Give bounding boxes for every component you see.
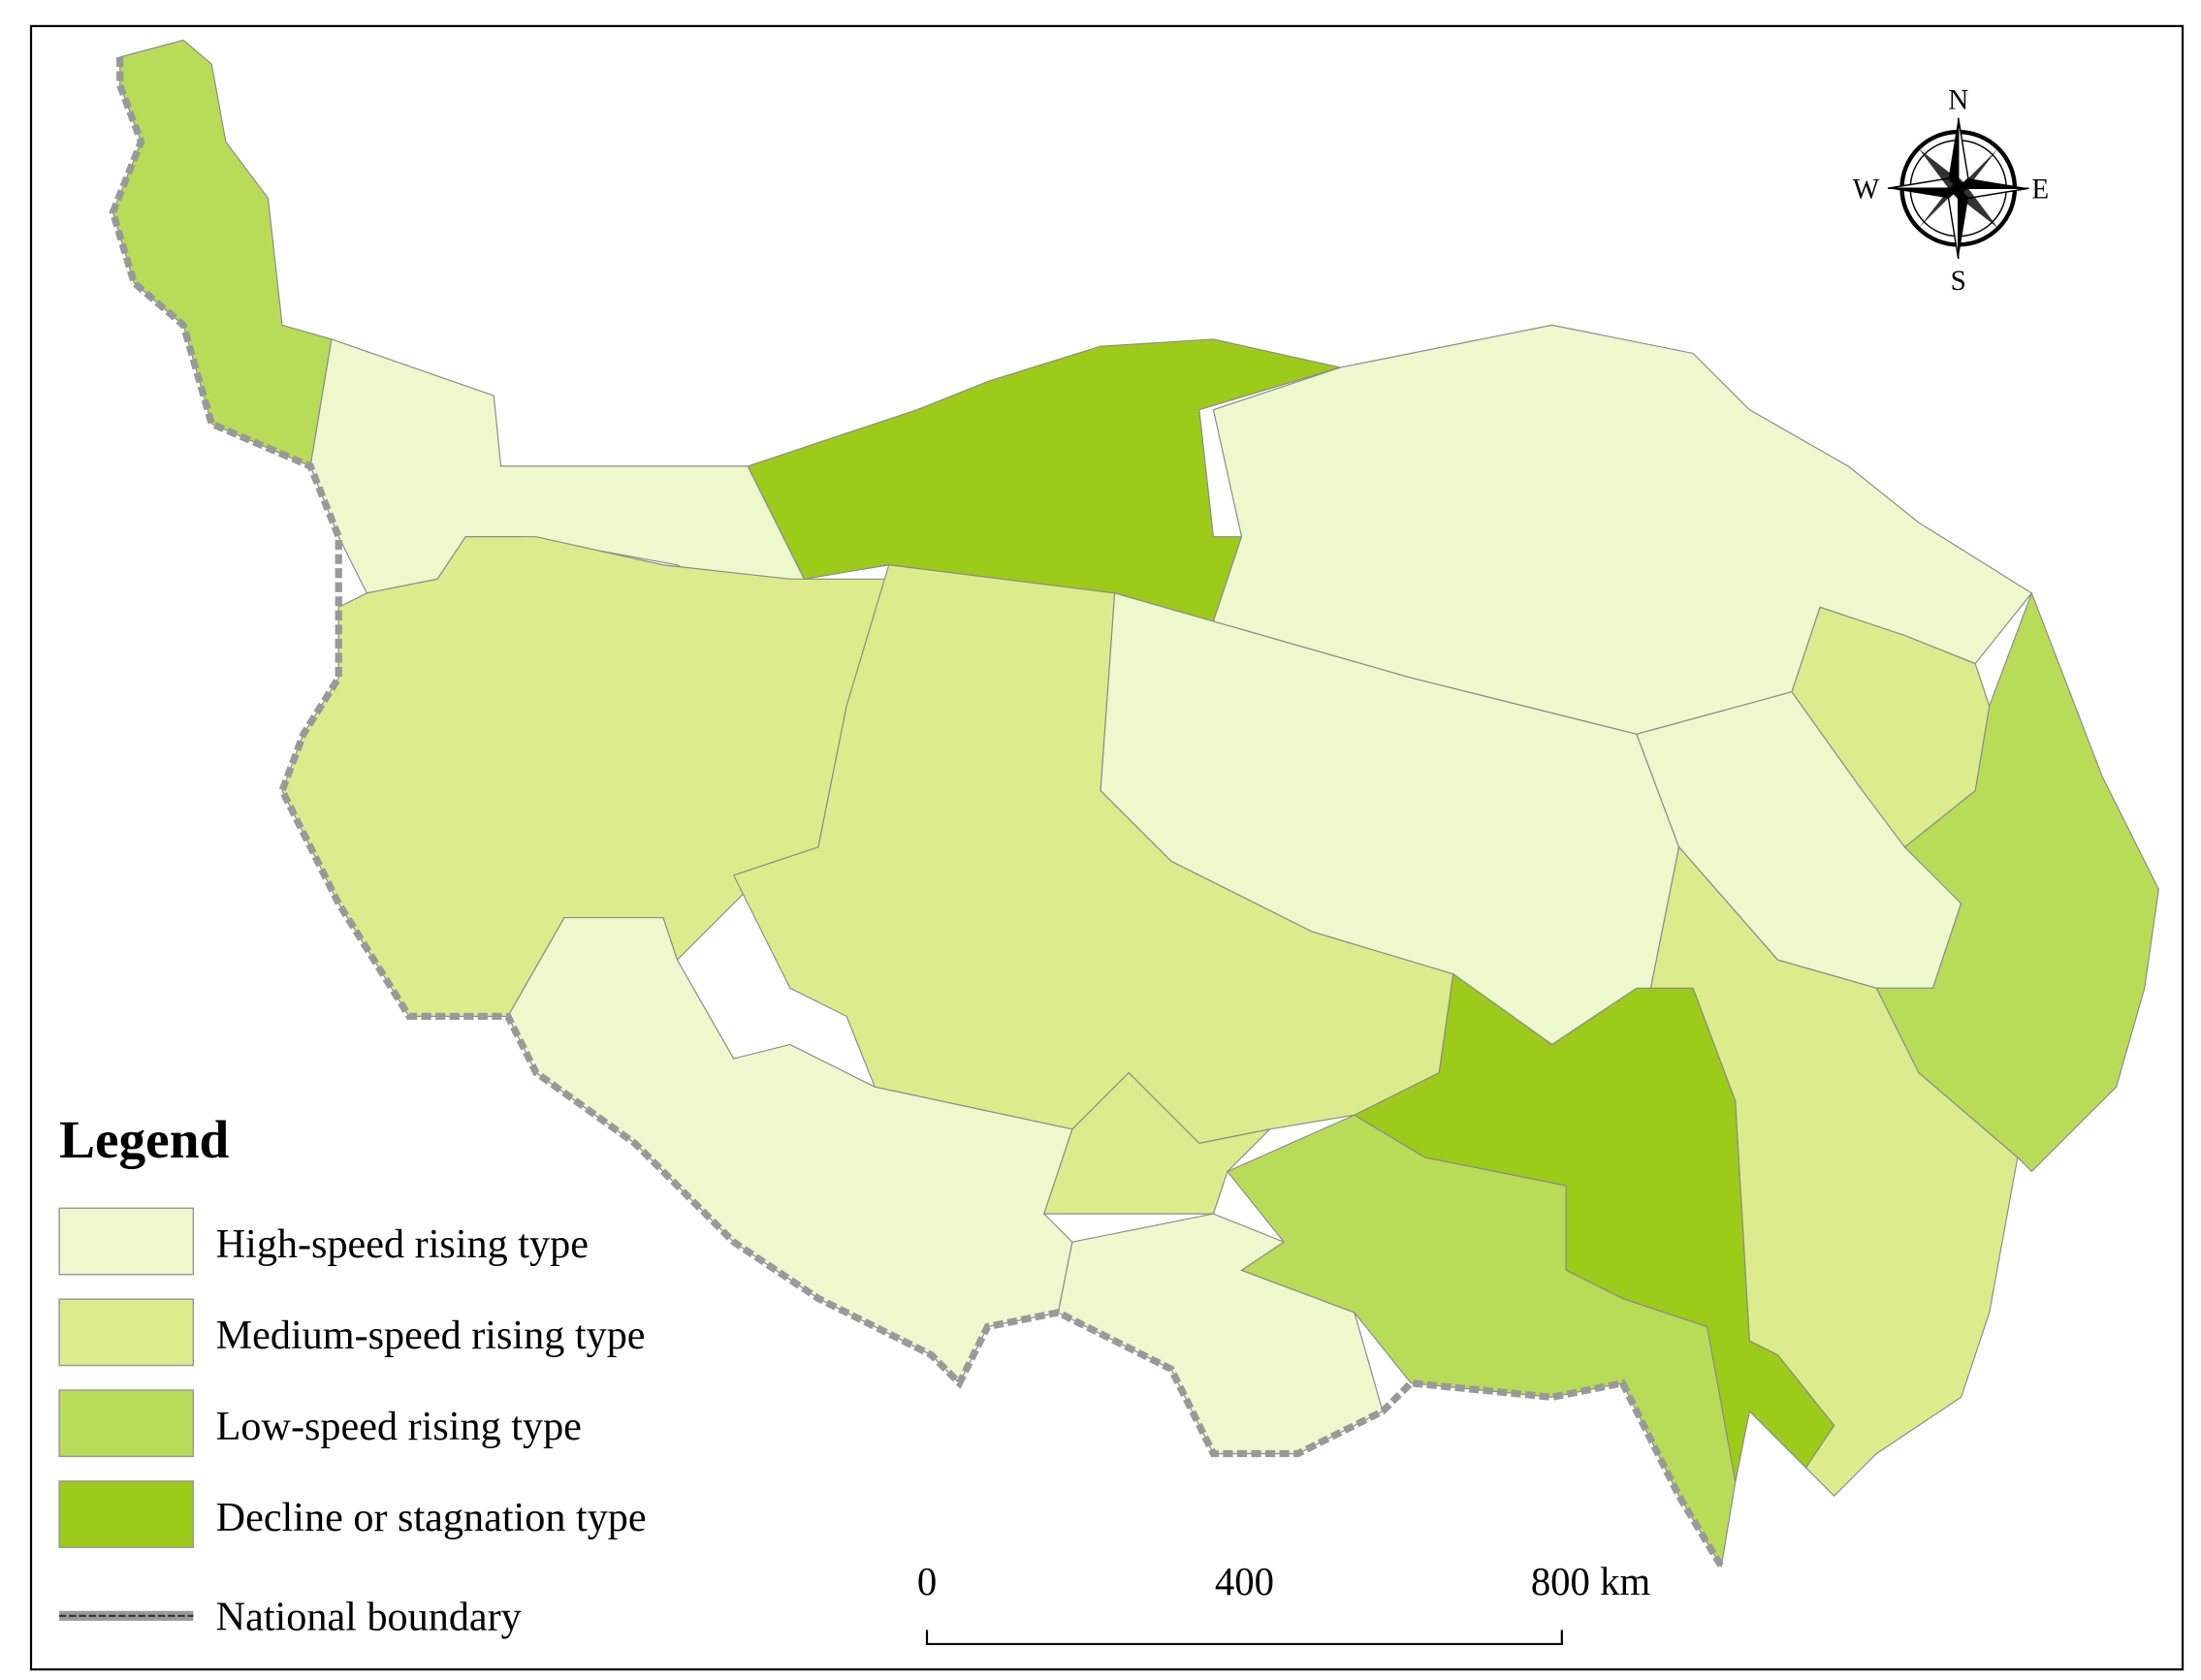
region: [1875, 591, 2159, 1173]
region: [1791, 606, 1991, 848]
legend-swatch: [58, 1207, 195, 1276]
legend-swatch: [58, 1480, 195, 1548]
compass-s: S: [1951, 266, 1966, 297]
legend-label: Medium-speed rising type: [216, 1313, 646, 1358]
compass-n: N: [1948, 85, 1968, 116]
scale-bar: 0 400 800 km: [917, 1560, 1651, 1646]
legend-label: Decline or stagnation type: [216, 1495, 647, 1540]
compass-w: W: [1853, 174, 1880, 205]
region: [1042, 1071, 1272, 1215]
legend: Legend National boundary High-speed risi…: [58, 1110, 647, 1639]
compass: N S W E: [1853, 85, 2049, 297]
legend-label: Low-speed rising type: [216, 1404, 582, 1449]
scale-label: 400: [1215, 1560, 1274, 1603]
legend-swatch: [58, 1389, 195, 1458]
legend-title: Legend: [59, 1110, 229, 1169]
region: [309, 338, 806, 594]
scale-label: 800 km: [1531, 1560, 1651, 1603]
regions: [112, 39, 2159, 1569]
region: [1649, 845, 2019, 1497]
compass-e: E: [2031, 174, 2049, 205]
legend-label: National boundary: [216, 1594, 522, 1639]
legend-label: High-speed rising type: [216, 1221, 589, 1267]
national-boundary: [109, 56, 1725, 1569]
scale-label: 0: [917, 1560, 937, 1603]
legend-swatch: [58, 1298, 195, 1367]
